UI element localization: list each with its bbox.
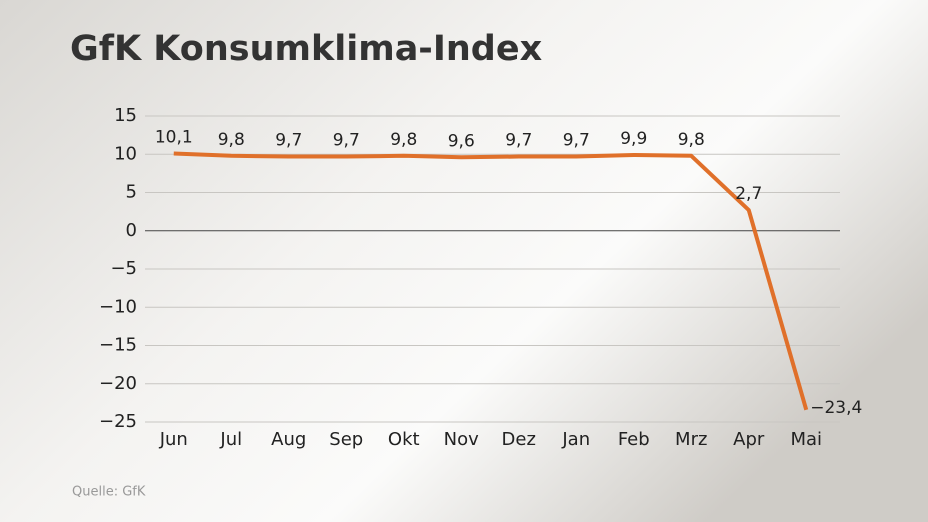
data-label: 9,8 [678,130,705,150]
y-tick-label: 10 [114,143,137,164]
y-tick-label: −5 [110,258,137,279]
data-label: 10,1 [155,127,193,147]
y-tick-label: −25 [99,411,137,432]
data-label: 9,6 [448,131,475,151]
line [173,151,809,411]
y-tick-label: −15 [99,335,137,356]
y-tick-label: 15 [114,105,137,126]
chart-title: GfK Konsumklima-Index [70,29,543,69]
x-tick-label: Feb [618,429,650,450]
data-label: 9,7 [275,131,302,151]
x-tick-label: Nov [444,429,479,450]
x-tick-label: Okt [388,429,420,450]
y-tick-label: 0 [126,220,137,241]
x-tick-label: Jan [561,429,590,450]
y-tick-label: −20 [99,373,137,394]
x-tick-label: Mrz [675,429,707,450]
data-label: 9,8 [390,130,417,150]
data-label: 9,9 [620,129,647,149]
x-tick-label: Aug [271,429,306,450]
x-tick-label: Sep [329,429,363,450]
data-label: 2,7 [735,184,762,204]
data-label: 9,7 [505,131,532,151]
x-tick-label: Apr [733,429,765,450]
data-label: 9,7 [333,131,360,151]
y-tick-label: −10 [99,296,137,317]
source: Quelle: GfK [72,485,146,500]
x-tick-label: Mai [790,429,822,450]
x-tick-label: Dez [502,429,536,450]
data-label: 9,8 [218,130,245,150]
data-label: −23,4 [810,398,862,418]
y-tick-label: 5 [126,182,137,203]
x-tick-label: Jul [219,429,242,450]
x-tick-label: Jun [159,429,188,450]
data-label: 9,7 [563,131,590,151]
